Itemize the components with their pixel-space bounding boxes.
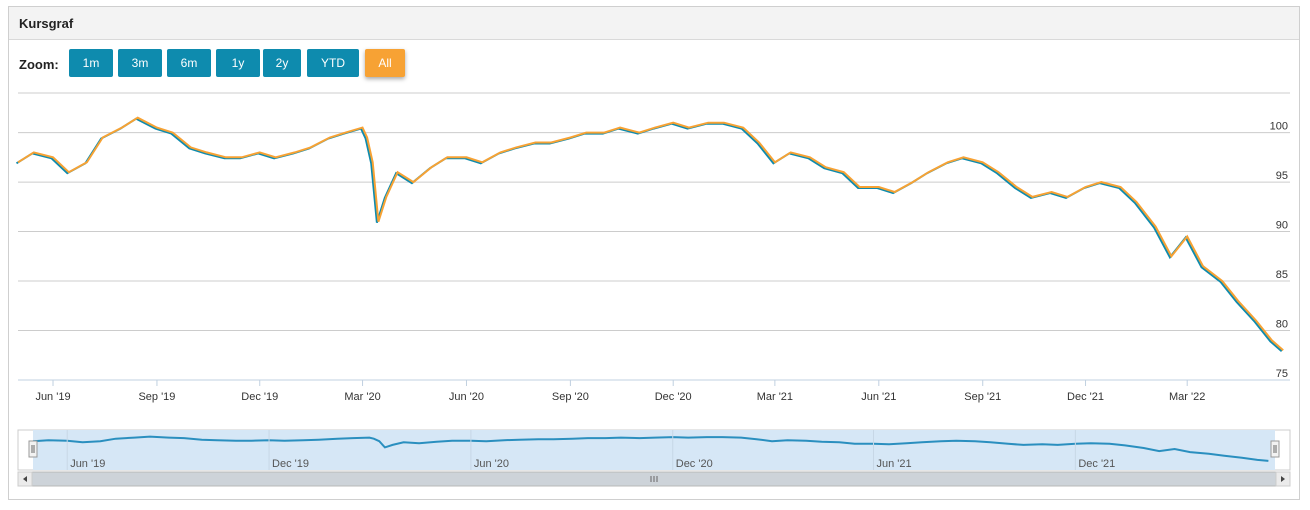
panel-header: Kursgraf [9,7,1299,40]
x-tick-label: Jun '19 [35,391,70,403]
navigator[interactable]: Jun '19 Dec '19 Jun '20 Dec '20 Jun '21 Dec '… [17,429,1291,487]
x-tick-label: Mar '20 [344,391,380,403]
zoom-ytd-button[interactable]: YTD [307,49,359,77]
zoom-1y-button[interactable]: 1y [216,49,260,77]
y-tick-label: 80 [1276,319,1288,331]
price-line-shadow [15,117,1283,353]
navigator-tick-label: Jun '21 [877,458,912,470]
y-tick-label: 100 [1270,121,1288,133]
zoom-all-button[interactable]: All [365,49,405,77]
y-tick-label: 85 [1276,269,1288,281]
x-tick-label: Jun '20 [449,391,484,403]
navigator-handle-right[interactable] [1270,440,1280,458]
zoom-label: Zoom: [19,57,59,72]
x-tick-label: Sep '20 [552,391,589,403]
zoom-2y-button[interactable]: 2y [263,49,301,77]
zoom-6m-button[interactable]: 6m [167,49,211,77]
x-tick-label: Mar '22 [1169,391,1205,403]
chart-grid [18,92,1290,381]
x-tick-label: Jun '21 [861,391,896,403]
price-line [17,116,1284,352]
zoom-1m-button[interactable]: 1m [69,49,113,77]
x-tick-label: Dec '19 [241,391,278,403]
x-tick-label: Dec '20 [655,391,692,403]
scroll-right-icon [1281,476,1285,482]
y-tick-label: 95 [1276,170,1288,182]
navigator-handle-left[interactable] [28,440,38,458]
navigator-tick-label: Jun '19 [70,458,105,470]
y-tick-label: 75 [1276,368,1288,380]
chart-panel: Kursgraf [8,6,1300,500]
scroll-left-icon [23,476,27,482]
navigator-tick-label: Dec '21 [1078,458,1115,470]
panel-title: Kursgraf [19,16,74,31]
x-axis-ticks: Jun '19 Sep '19 Dec '19 Mar '20 Jun '20 Sep '… [35,380,1205,403]
navigator-line [32,435,1269,462]
navigator-tick-label: Jun '20 [474,458,509,470]
x-tick-label: Mar '21 [757,391,793,403]
x-tick-label: Sep '21 [964,391,1001,403]
navigator-tick-label: Dec '19 [272,458,309,470]
y-tick-label: 90 [1276,220,1288,232]
zoom-3m-button[interactable]: 3m [118,49,162,77]
navigator-tick-label: Dec '20 [676,458,713,470]
x-tick-label: Sep '19 [138,391,175,403]
x-tick-label: Dec '21 [1067,391,1104,403]
y-axis-ticks: 75 80 85 90 95 100 [1270,121,1288,380]
